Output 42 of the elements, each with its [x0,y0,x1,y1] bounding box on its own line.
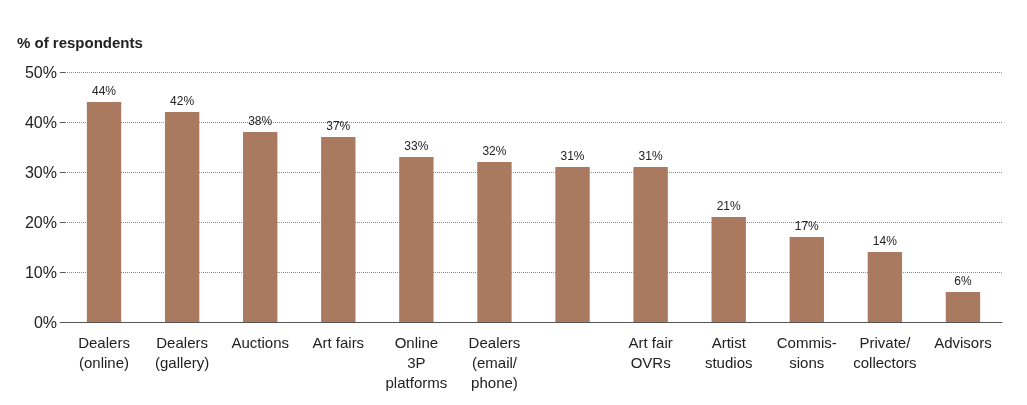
bar [477,162,512,322]
x-tick-label: Dealers (online) [78,333,130,371]
y-tick-label: 10% [24,263,57,281]
x-tick-label: Art fairs [312,333,365,351]
bar [711,217,746,322]
data-label: 14% [872,234,898,248]
x-tick-label: Auctions [231,333,289,351]
x-tick-label: Art fair OVRs [628,333,673,371]
y-tick-label: 20% [24,213,57,231]
x-tick-label: Advisors [934,333,992,351]
bar [86,102,122,322]
x-tick-label: Dealers (gallery) [155,333,210,371]
data-label: 42% [170,94,195,108]
bar [633,167,668,322]
x-tick-label: Online 3P platforms [385,333,448,391]
data-label: 32% [482,144,507,158]
bar [321,137,356,322]
data-label: 6% [954,274,972,288]
data-label: 33% [404,139,429,153]
data-label: 38% [248,114,273,128]
bar [164,112,200,322]
bar [243,132,278,322]
bar [789,237,824,322]
y-tick-label: 40% [24,113,57,131]
x-tick-label: Dealers (email/ phone) [468,333,521,391]
data-label: 44% [92,84,117,98]
bar [867,252,903,322]
bar [555,167,590,322]
bar [945,292,981,322]
data-label: 31% [560,149,585,163]
data-label: 31% [638,149,663,163]
data-label: 37% [326,119,351,133]
data-label: 17% [794,219,820,233]
x-tick-label: Private/ collectors [853,333,917,371]
bar [399,157,434,322]
x-tick-label: Commis- sions [776,333,837,371]
y-tick-label: 30% [24,163,57,181]
y-tick-label: 0% [33,313,57,331]
data-label: 21% [716,199,742,213]
y-axis-title: % of respondents [17,34,143,51]
x-tick-label: Artist studios [704,333,753,371]
y-tick-label: 50% [24,63,57,81]
